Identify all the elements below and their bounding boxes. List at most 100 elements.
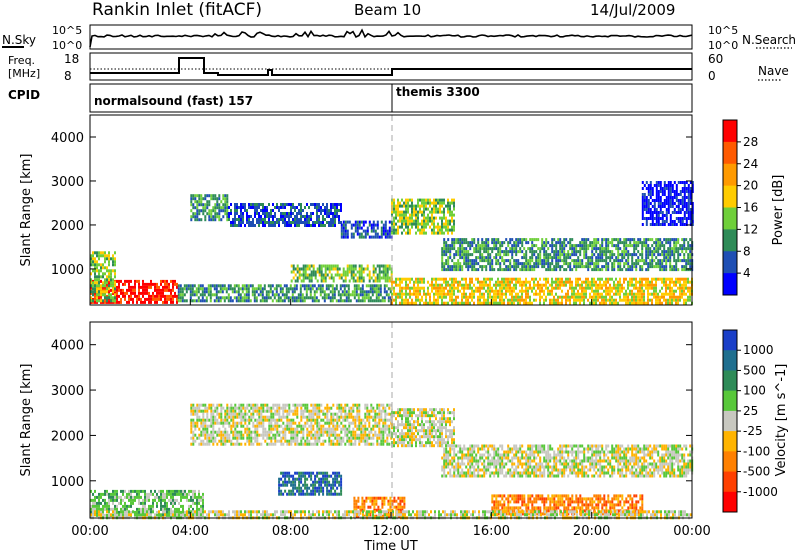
x-tick-label: 08:00: [272, 524, 309, 539]
power-colorbar-tick-label: 16: [743, 201, 758, 215]
power-ytick-label: 4000: [51, 131, 84, 146]
noise-panel: N.Sky 10^5 10^0 10^5 10^0 N.Search: [2, 24, 796, 52]
power-colorbar-tick-label: 24: [743, 157, 758, 171]
power-region-7: [391, 198, 455, 235]
velocity-colorbar-tick-label: -25: [743, 424, 763, 438]
power-region-5: [290, 264, 393, 283]
frequency-panel: Freq. [MHz] 18 8 60 0 Nave: [8, 52, 789, 83]
power-colorbar-tick-label: 28: [743, 135, 758, 149]
velocity-colorbar-segment: [723, 451, 737, 473]
power-region-6: [177, 284, 392, 303]
power-y-axis: 1000 2000 3000 4000: [51, 131, 693, 305]
velocity-ytick-label: 4000: [51, 339, 84, 354]
power-colorbar-tick-label: 4: [743, 266, 751, 280]
x-tick-label: 00:00: [673, 524, 710, 539]
noise-left-tick-bottom: 10^0: [52, 39, 82, 52]
velocity-region-1: [190, 403, 393, 446]
velocity-colorbar-frame: [722, 329, 738, 513]
noise-search-label: N.Search: [742, 33, 796, 47]
power-colorbar-tick-label: 8: [743, 244, 751, 258]
power-region-2: [190, 194, 229, 222]
velocity-colorbar-tick-label: 25: [743, 404, 758, 418]
nave-label: Nave: [758, 64, 789, 78]
power-region-4: [340, 220, 393, 239]
nave-tick-top: 60: [708, 52, 723, 66]
velocity-colorbar-segment: [723, 330, 737, 351]
velocity-colorbar-segment: [723, 471, 737, 493]
power-colorbar-segment: [723, 141, 737, 165]
power-colorbar: 28 24 20 16 12 8 4 Power [dB]: [722, 119, 786, 296]
velocity-colorbar-tick-label: 500: [743, 363, 766, 377]
velocity-colorbar-tick-label: 1000: [743, 343, 774, 357]
power-ylabel: Slant Range [km]: [19, 154, 34, 267]
velocity-region-2: [278, 471, 343, 496]
cpid-panel: CPID normalsound (fast) 157 themis 3300: [8, 83, 693, 113]
velocity-ytick-label: 3000: [51, 384, 84, 399]
power-ytick-label: 1000: [51, 263, 84, 278]
velocity-panel: 1000 2000 3000 4000 00:00 04:00 08:00 12:00 16:…: [19, 321, 711, 554]
noise-left-tick-top: 10^5: [52, 24, 82, 37]
freq-unit-label: [MHz]: [8, 67, 40, 80]
power-data-layer: [90, 181, 694, 305]
noise-sky-label: N.Sky: [2, 33, 36, 47]
power-colorbar-segment: [723, 120, 737, 143]
power-region-8: [391, 277, 693, 305]
velocity-region-0: [90, 489, 204, 517]
velocity-colorbar-tick-label: -100: [743, 444, 770, 458]
power-colorbar-segment: [723, 273, 737, 296]
beam-label: Beam 10: [354, 1, 421, 19]
power-colorbar-label: Power [dB]: [771, 175, 786, 246]
x-tick-label: 04:00: [172, 524, 209, 539]
cpid-mode-1: normalsound (fast) 157: [94, 94, 253, 108]
velocity-colorbar-segment: [723, 370, 737, 392]
freq-tick-bottom: 8: [64, 69, 72, 83]
power-panel: 1000 2000 3000 4000 Slant Range [km]: [19, 114, 694, 306]
power-colorbar-tick-label: 12: [743, 222, 758, 236]
power-region-9: [441, 238, 694, 272]
velocity-region-4: [391, 408, 455, 448]
power-colorbar-segment: [723, 207, 737, 230]
freq-label: Freq.: [8, 54, 35, 67]
velocity-ytick-label: 2000: [51, 429, 84, 444]
x-tick-label: 00:00: [71, 524, 108, 539]
velocity-colorbar: 1000 500 100 25 -25 -100 -500 -1000 Velocity [m…: [722, 329, 789, 513]
date-label: 14/Jul/2009: [590, 1, 675, 19]
velocity-ytick-label: 1000: [51, 475, 84, 490]
noise-right-tick-top: 10^5: [708, 24, 738, 37]
cpid-label: CPID: [8, 88, 40, 102]
velocity-colorbar-tick-label: -1000: [743, 485, 778, 499]
velocity-colorbar-tick-label: 100: [743, 384, 766, 398]
power-region-10: [641, 181, 694, 226]
power-ytick-label: 2000: [51, 219, 84, 234]
plot-title: Rankin Inlet (fitACF): [92, 0, 262, 20]
time-x-axis: 00:00 04:00 08:00 12:00 16:00 20:00 00:00: [71, 512, 711, 539]
velocity-colorbar-segment: [723, 431, 737, 452]
noise-sky-line: [89, 28, 693, 48]
nave-tick-bottom: 0: [708, 69, 716, 83]
x-axis-label: Time UT: [363, 539, 417, 554]
velocity-region-5: [441, 444, 694, 478]
power-region-1: [90, 251, 116, 303]
power-colorbar-tick-label: 20: [743, 179, 758, 193]
cpid-mode-2: themis 3300: [396, 85, 480, 99]
velocity-colorbar-segment: [723, 491, 737, 513]
x-tick-label: 20:00: [573, 524, 610, 539]
velocity-colorbar-segment: [723, 350, 737, 371]
noise-right-tick-bottom: 10^0: [708, 39, 738, 52]
velocity-colorbar-tick-label: -500: [743, 465, 770, 479]
x-tick-label: 16:00: [473, 524, 510, 539]
velocity-data-layer: [90, 403, 694, 520]
power-colorbar-segment: [723, 163, 737, 187]
velocity-colorbar-segment: [723, 390, 737, 412]
power-colorbar-segment: [723, 185, 737, 208]
power-region-3: [228, 203, 342, 227]
power-colorbar-segment: [723, 229, 737, 252]
frequency-line: [90, 57, 692, 76]
velocity-y-axis: 1000 2000 3000 4000: [51, 339, 692, 490]
velocity-colorbar-segment: [723, 410, 737, 432]
velocity-colorbar-label: Velocity [m s^-1]: [774, 364, 789, 477]
power-ytick-label: 3000: [51, 175, 84, 190]
velocity-ylabel: Slant Range [km]: [19, 364, 34, 477]
x-tick-label: 12:00: [372, 524, 409, 539]
